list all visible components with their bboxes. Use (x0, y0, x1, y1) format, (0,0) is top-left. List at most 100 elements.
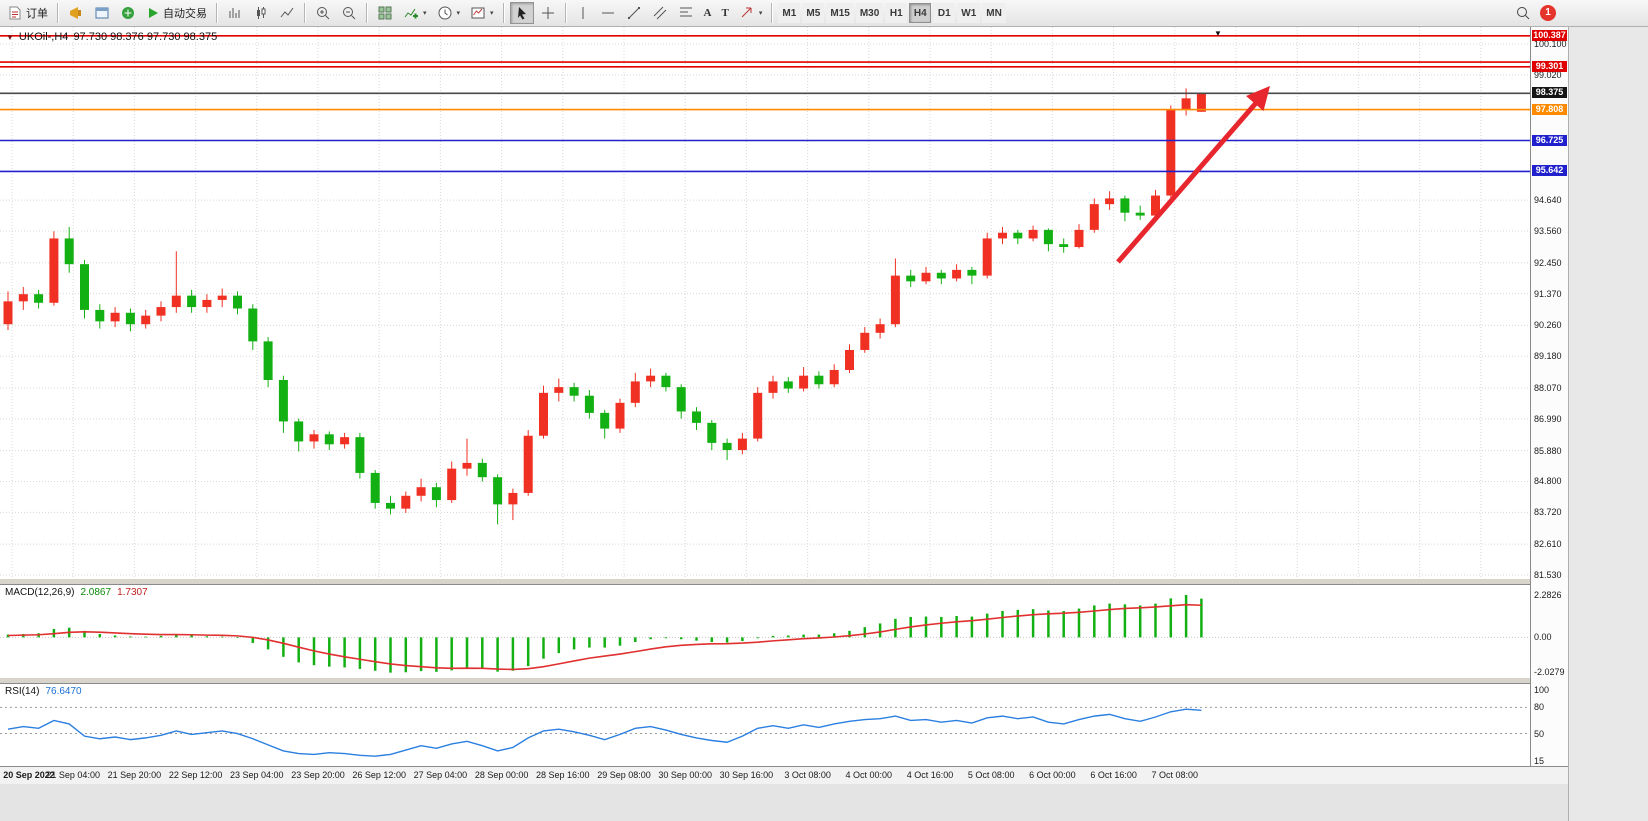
candle-body (860, 332, 870, 350)
candle-body (967, 269, 977, 276)
time-label: 4 Oct 16:00 (906, 770, 954, 780)
candle-body (493, 477, 503, 505)
label-tool-button[interactable]: T (718, 2, 733, 24)
new-chart-button[interactable] (90, 2, 114, 24)
tile-windows-button[interactable] (373, 2, 397, 24)
trend-arrow-annotation[interactable] (1116, 86, 1270, 264)
candlestick-button[interactable] (249, 2, 273, 24)
toolbar: 订单 自动交易 (0, 0, 1648, 27)
time-label: 28 Sep 16:00 (536, 770, 590, 780)
macd-indicator-chart[interactable] (0, 585, 1530, 677)
trendline-icon (627, 7, 640, 19)
candle-body (998, 232, 1007, 239)
templates-button[interactable]: ▾ (466, 2, 498, 24)
text-tool-icon: A (703, 7, 712, 19)
candle-body (1074, 229, 1084, 248)
line-chart-icon (280, 7, 294, 18)
rsi-axis-label: 80 (1534, 702, 1545, 713)
line-chart-button[interactable] (275, 2, 299, 24)
price-badge-98.375: 98.375 (1532, 87, 1567, 99)
cursor-button[interactable] (509, 2, 534, 24)
toolbar-separator (304, 3, 306, 23)
price-tick-label: 93.560 (1534, 226, 1562, 236)
timeframe-button-MN[interactable]: MN (982, 3, 1006, 23)
macd-value: 2.0867 (80, 587, 112, 598)
candle-body (1120, 198, 1130, 213)
candle-body (753, 392, 763, 439)
panel-separator[interactable] (0, 677, 1568, 684)
candle-body (125, 312, 135, 325)
channel-button[interactable] (648, 2, 672, 24)
candle-body (324, 434, 334, 445)
time-axis[interactable]: 20 Sep 2022 21 Sep 04:00 21 Sep 20:00 22 Se… (0, 766, 1568, 784)
notification-badge[interactable]: 1 (1540, 5, 1556, 21)
timeframe-button-W1[interactable]: W1 (957, 3, 981, 23)
text-tool-button[interactable]: A (700, 2, 716, 24)
timeframe-button-M1[interactable]: M1 (778, 3, 801, 23)
timeframe-button-M5[interactable]: M5 (802, 3, 825, 23)
periods-button[interactable]: ▾ (433, 2, 465, 24)
fibonacci-icon (679, 7, 692, 17)
time-label: 6 Oct 16:00 (1090, 770, 1137, 780)
candle-body (1059, 244, 1069, 248)
chevron-down-icon: ▾ (456, 10, 461, 17)
panel-separator[interactable] (0, 578, 1568, 585)
chevron-down-icon: ▾ (423, 10, 427, 17)
crosshair-icon (541, 7, 554, 19)
time-label: 27 Sep 04:00 (413, 770, 468, 780)
trend-arrow-shaft[interactable] (1116, 101, 1258, 264)
horizontal-line-button[interactable] (596, 2, 620, 24)
autotrade-button[interactable]: 自动交易 (142, 2, 211, 24)
candle-body (737, 438, 747, 451)
candle-body (64, 238, 74, 265)
candle-body (477, 462, 487, 478)
candle-body (783, 381, 793, 389)
indicators-button[interactable]: ▾ (399, 2, 431, 24)
timeframe-button-M15[interactable]: M15 (826, 3, 854, 23)
timeframe-button-D1[interactable]: D1 (933, 3, 956, 23)
autoscroll-marker-icon[interactable]: ▼ (1214, 29, 1222, 38)
candle-body (309, 434, 319, 442)
zoom-in-button[interactable] (311, 2, 335, 24)
crosshair-button[interactable] (536, 2, 560, 24)
trend-arrow-head[interactable] (1246, 86, 1270, 111)
candle-body (1043, 229, 1053, 245)
candle-body (508, 492, 518, 505)
fibonacci-button[interactable] (674, 2, 698, 24)
candle-body (952, 269, 962, 279)
candle-body (340, 437, 350, 445)
rsi-name: RSI(14) (5, 686, 40, 697)
main-price-chart[interactable] (0, 27, 1530, 578)
price-axis[interactable]: 100.100 99.020 94.640 93.560 92.450 91.370 90.… (1530, 27, 1568, 766)
candle-body (661, 375, 671, 388)
rsi-value: 76.6470 (45, 686, 82, 697)
timeframe-button-M30[interactable]: M30 (855, 3, 884, 23)
chart-menu-icon[interactable]: ▼ (6, 32, 14, 42)
horizontal-line-icon (601, 12, 614, 14)
candle-body (707, 422, 717, 443)
timeframe-button-H4[interactable]: H4 (909, 3, 932, 23)
search-button[interactable] (1511, 2, 1535, 24)
arrows-tool-button[interactable]: ▾ (735, 2, 767, 24)
candle-body (1105, 198, 1115, 205)
candle-body (294, 421, 304, 442)
time-label: 29 Sep 08:00 (597, 770, 651, 780)
bar-chart-button[interactable] (223, 2, 247, 24)
time-label: 21 Sep 20:00 (107, 770, 162, 780)
toolbar-separator (57, 3, 59, 23)
rsi-indicator-chart[interactable] (0, 684, 1530, 766)
trendline-button[interactable] (622, 2, 646, 24)
alerts-button[interactable] (64, 2, 88, 24)
time-label: 7 Oct 08:00 (1151, 770, 1199, 780)
vertical-line-button[interactable] (572, 2, 594, 24)
price-tick-label: 99.020 (1534, 69, 1562, 80)
price-tick-label: 84.800 (1534, 476, 1562, 487)
candle-body (692, 411, 701, 423)
candle-body (80, 264, 89, 310)
new-order-button[interactable]: 订单 (3, 2, 52, 24)
timeframe-button-H1[interactable]: H1 (885, 3, 908, 23)
profiles-button[interactable] (116, 2, 140, 24)
zoom-out-button[interactable] (337, 2, 361, 24)
candle-body (156, 307, 166, 316)
